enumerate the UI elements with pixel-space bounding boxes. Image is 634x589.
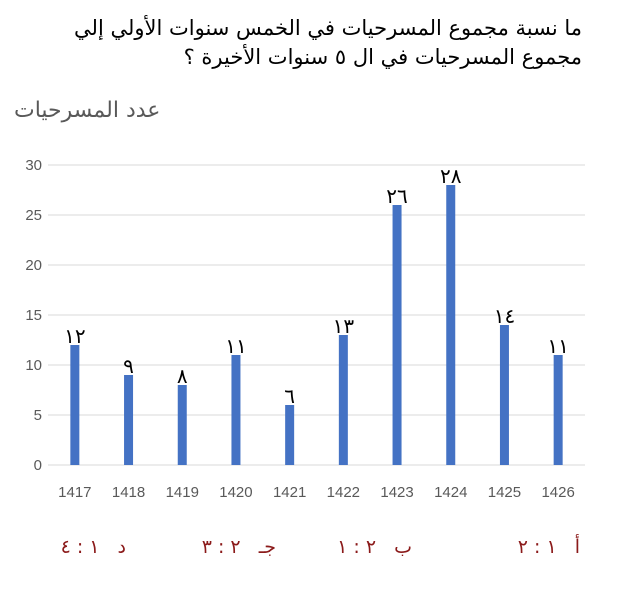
x-tick-label: 1423 [380, 484, 413, 501]
y-tick-label: 15 [25, 307, 42, 324]
x-tick-label: 1426 [541, 484, 574, 501]
choice-letter: د [117, 536, 126, 558]
x-tick-label: 1422 [327, 484, 360, 501]
y-tick-label: 10 [25, 357, 42, 374]
bar [124, 375, 134, 465]
x-tick-label: 1420 [219, 484, 252, 501]
choice-b[interactable]: ب ٢ : ١ [337, 536, 412, 558]
data-label: ٩ [123, 354, 134, 378]
y-tick-label: 25 [25, 207, 42, 224]
y-axis-ticks: 0 5 10 15 20 25 30 [25, 157, 42, 474]
choice-ratio: ١ : ٢ [517, 536, 557, 558]
choice-letter: أ [574, 536, 580, 558]
choice-a[interactable]: أ ١ : ٢ [518, 536, 580, 558]
bar [553, 355, 563, 465]
y-tick-label: 0 [34, 457, 42, 474]
answer-choices: أ ١ : ٢ ب ٢ : ١ جـ ٢ : ٣ د ١ : ٤ [0, 536, 634, 566]
choice-c[interactable]: جـ ٢ : ٣ [202, 536, 276, 558]
bars [70, 185, 563, 465]
x-tick-label: 1419 [166, 484, 199, 501]
x-tick-label: 1418 [112, 484, 145, 501]
x-tick-label: 1424 [434, 484, 467, 501]
y-tick-label: 30 [25, 157, 42, 174]
data-label: ٦ [284, 384, 295, 408]
data-label: ٨ [177, 364, 188, 388]
choice-ratio: ١ : ٤ [60, 536, 100, 558]
bar [392, 205, 402, 465]
choice-d[interactable]: د ١ : ٤ [61, 536, 126, 558]
question-line-2: مجموع المسرحيات في ال ٥ سنوات الأخيرة ؟ [183, 45, 582, 69]
choice-ratio: ٢ : ١ [337, 536, 377, 558]
question-text: ما نسبة مجموع المسرحيات في الخمس سنوات ا… [12, 14, 582, 72]
bar [70, 345, 80, 465]
data-label: ٢٨ [440, 164, 462, 188]
choice-letter: ب [394, 536, 412, 558]
bar-chart: 0 5 10 15 20 25 30 1417 1418 1419 1420 1421 1422 142… [25, 157, 585, 501]
choice-ratio: ٢ : ٣ [201, 536, 241, 558]
x-tick-label: 1417 [58, 484, 91, 501]
choice-letter: جـ [258, 536, 276, 558]
y-axis-label: عدد المسرحيات [14, 98, 161, 123]
y-tick-label: 20 [25, 257, 42, 274]
x-axis-ticks: 1417 1418 1419 1420 1421 1422 1423 1424 1425 1426 [58, 484, 575, 501]
bar [446, 185, 456, 465]
bar [177, 385, 187, 465]
data-label: ١١ [225, 334, 246, 358]
x-tick-label: 1425 [488, 484, 521, 501]
x-tick-label: 1421 [273, 484, 306, 501]
bar [338, 335, 348, 465]
data-label: ١٤ [494, 304, 515, 328]
grid-lines [48, 164, 585, 466]
y-tick-label: 5 [34, 407, 42, 424]
bar [499, 325, 509, 465]
data-label: ١٢ [64, 324, 85, 348]
data-label: ١٣ [333, 314, 355, 338]
data-label: ٢٦ [386, 184, 407, 208]
question-line-1: ما نسبة مجموع المسرحيات في الخمس سنوات ا… [74, 16, 582, 40]
bar [231, 355, 241, 465]
data-labels: ١٢ ٩ ٨ ١١ ٦ ١٣ ٢٦ ٢٨ ١٤ ١١ [64, 164, 569, 408]
bar [285, 405, 295, 465]
data-label: ١١ [547, 334, 568, 358]
